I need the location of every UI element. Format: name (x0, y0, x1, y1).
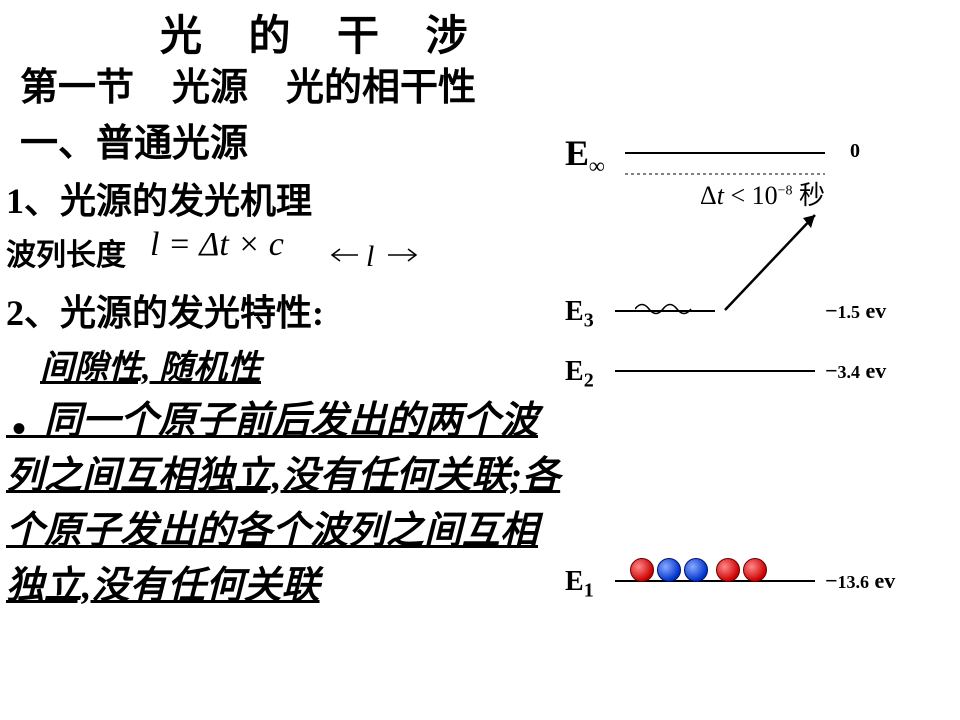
electron-red-icon (743, 558, 767, 582)
properties-text: 间隙性, 随机性 (40, 340, 261, 389)
e2-label: E2 (565, 356, 594, 393)
electron-blue-icon (684, 558, 708, 582)
e2-line (615, 370, 815, 372)
section-title: 第一节 光源 光的相干性 (20, 56, 476, 111)
l-symbol: l (366, 240, 374, 274)
e1-value: −13.6 ev (825, 568, 895, 594)
bullet-paragraph: 同一个原子前后发出的两个波列之间互相独立,没有任何关联;各个原子发出的各个波列之… (6, 394, 561, 614)
item-1: 1、光源的发光机理 (6, 172, 312, 224)
electron-red-icon (630, 558, 654, 582)
e-infinity-value: 0 (850, 140, 860, 163)
wavetrain-label: 波列长度 (6, 230, 126, 274)
e-infinity-label: E∞ (565, 132, 605, 179)
energy-level-diagram: E∞ 0 Δt < 10−8 秒 E3 −1.5 ev E2 −3.4 ev E… (565, 140, 945, 660)
electron-blue-icon (657, 558, 681, 582)
e2-value: −3.4 ev (825, 358, 886, 384)
sub-heading: 一、普通光源 (20, 112, 248, 167)
item-2: 2、光源的发光特性: (6, 284, 324, 336)
e3-wave-icon (635, 300, 705, 318)
wavetrain-l-indicator: l (330, 245, 420, 275)
e1-label: E1 (565, 566, 594, 603)
transition-arrow (715, 200, 835, 320)
e-infinity-line (625, 152, 825, 154)
wavetrain-formula: l = Δt × c (150, 226, 284, 264)
electron-red-icon (716, 558, 740, 582)
e3-value: −1.5 ev (825, 298, 886, 324)
main-title: 光 的 干 涉 (160, 2, 486, 63)
e3-label: E3 (565, 296, 594, 333)
